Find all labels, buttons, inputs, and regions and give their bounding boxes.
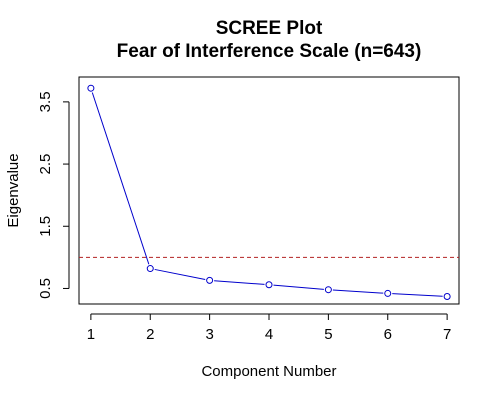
data-point: [443, 293, 451, 301]
y-axis: 0.5 1.5 2.5 3.5: [37, 91, 70, 299]
x-tick-label: 5: [324, 326, 332, 343]
data-point: [324, 286, 332, 294]
plot-marks: [79, 84, 459, 301]
y-tick-label: 3.5: [37, 91, 54, 112]
x-tick-label: 2: [146, 326, 154, 343]
x-tick-label: 6: [384, 326, 392, 343]
x-tick-label: 7: [443, 326, 451, 343]
data-point: [87, 84, 95, 92]
x-axis-label: Component Number: [201, 363, 336, 380]
x-tick-label: 3: [205, 326, 213, 343]
plot-frame: [78, 76, 460, 305]
series-line-segment: [154, 268, 206, 280]
data-point: [265, 281, 273, 289]
chart-subtitle: Fear of Interference Scale (n=643): [116, 41, 422, 62]
y-tick-label: 1.5: [37, 216, 54, 237]
x-tick-label: 4: [265, 326, 273, 343]
x-tick-label: 1: [87, 326, 95, 343]
series-line-segment: [392, 293, 443, 297]
data-point: [146, 265, 154, 273]
y-axis-label: Eigenvalue: [5, 153, 22, 227]
series-line-segment: [273, 284, 324, 290]
series-line-segment: [332, 289, 384, 294]
chart-title: SCREE Plot: [215, 18, 323, 39]
y-tick-label: 0.5: [37, 278, 54, 299]
series-line-segment: [214, 280, 265, 285]
x-axis: 1 2 3 4 5 6 7: [87, 313, 451, 343]
data-point: [206, 276, 214, 284]
y-tick-label: 2.5: [37, 154, 54, 175]
series-line-segment: [91, 92, 150, 265]
data-point: [384, 289, 392, 297]
